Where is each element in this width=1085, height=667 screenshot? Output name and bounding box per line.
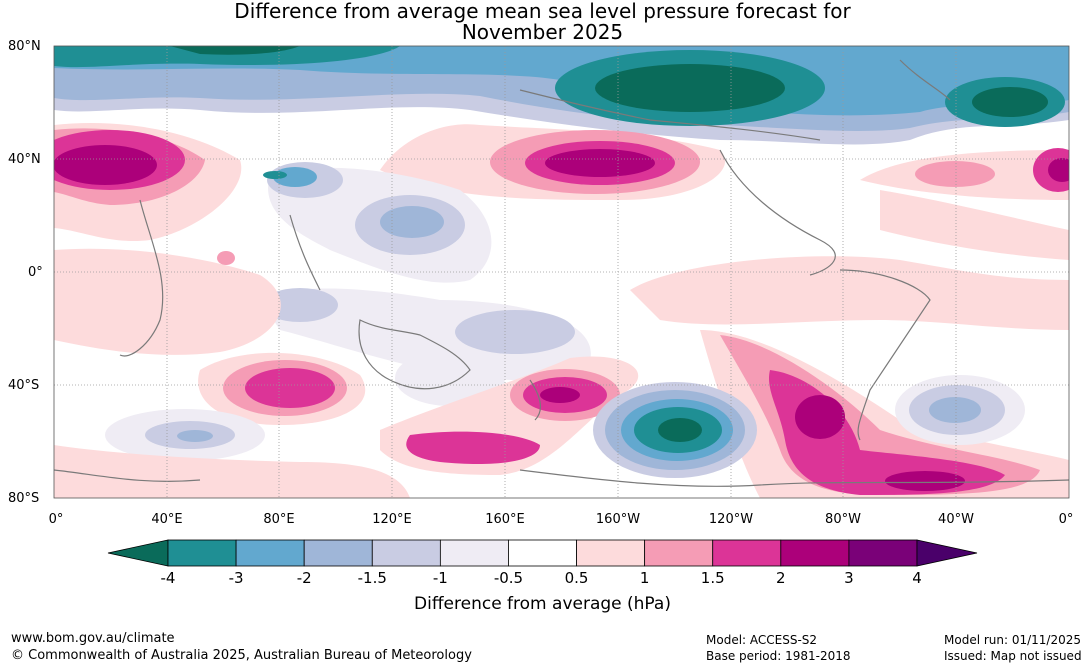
colorbar-tick-label: 3 xyxy=(844,569,854,587)
footer-model-run: Model run: 01/11/2025 xyxy=(944,633,1082,647)
colorbar-swatch xyxy=(780,539,850,567)
colorbar xyxy=(107,539,978,567)
colorbar-extend-min xyxy=(107,539,169,567)
colorbar-tick-label: -4 xyxy=(160,569,176,587)
lat-label-0: 0° xyxy=(28,265,43,280)
colorbar-tick-label: 1 xyxy=(639,569,650,587)
footer-issued: Issued: Map not issued xyxy=(944,649,1082,663)
colorbar-label: Difference from average (hPa) xyxy=(414,594,671,614)
colorbar-tick-label: -1.5 xyxy=(357,569,387,587)
colorbar-tick-label: -1 xyxy=(432,569,448,587)
colorbar-tick-label: 4 xyxy=(912,569,922,587)
map-frame xyxy=(53,45,1070,499)
colorbar-tick-label: 2 xyxy=(776,569,786,587)
footer-website: www.bom.gov.au/climate xyxy=(11,631,175,646)
lon-label-120w: 120°W xyxy=(708,512,754,527)
lon-label-120e: 120°E xyxy=(372,512,412,527)
colorbar-tick-label: -0.5 xyxy=(493,569,524,587)
colorbar-tick-label: -2 xyxy=(296,569,312,587)
colorbar-swatch xyxy=(235,539,305,567)
lon-label-0-left: 0° xyxy=(48,512,64,527)
lat-label-80n: 80°N xyxy=(8,39,41,54)
footer-model: Model: ACCESS-S2 xyxy=(706,633,818,647)
graticule xyxy=(54,46,1069,498)
colorbar-tick-label: -3 xyxy=(228,569,244,587)
chart-title-line2: November 2025 xyxy=(461,20,624,44)
colorbar-swatch xyxy=(508,539,577,567)
colorbar-tick-label: 1.5 xyxy=(700,569,725,587)
colorbar-tick-label: 0.5 xyxy=(564,569,589,587)
lat-label-40n: 40°N xyxy=(8,152,41,167)
footer-copyright: © Commonwealth of Australia 2025, Austra… xyxy=(11,648,472,663)
lon-label-40e: 40°E xyxy=(151,512,183,527)
colorbar-swatch xyxy=(644,539,714,567)
colorbar-swatch xyxy=(439,539,509,567)
colorbar-swatch xyxy=(712,539,782,567)
lat-label-40s: 40°S xyxy=(8,378,40,393)
lon-label-160w: 160°W xyxy=(595,512,641,527)
footer-base-period: Base period: 1981-2018 xyxy=(706,649,851,663)
lon-label-80w: 80°W xyxy=(825,512,861,527)
lat-label-80s: 80°S xyxy=(8,491,40,506)
colorbar-swatch xyxy=(576,539,646,567)
lon-label-0-right: 0° xyxy=(1058,512,1074,527)
colorbar-swatch xyxy=(848,539,918,567)
chart-title-line1: Difference from average mean sea level p… xyxy=(234,0,851,23)
colorbar-swatch xyxy=(303,539,373,567)
lon-label-160e: 160°E xyxy=(485,512,525,527)
colorbar-extend-max xyxy=(916,539,978,567)
anomaly-contours xyxy=(54,46,1069,498)
lon-label-40w: 40°W xyxy=(938,512,974,527)
lon-label-80e: 80°E xyxy=(263,512,295,527)
colorbar-swatch xyxy=(371,539,441,567)
colorbar-swatch xyxy=(167,539,237,567)
